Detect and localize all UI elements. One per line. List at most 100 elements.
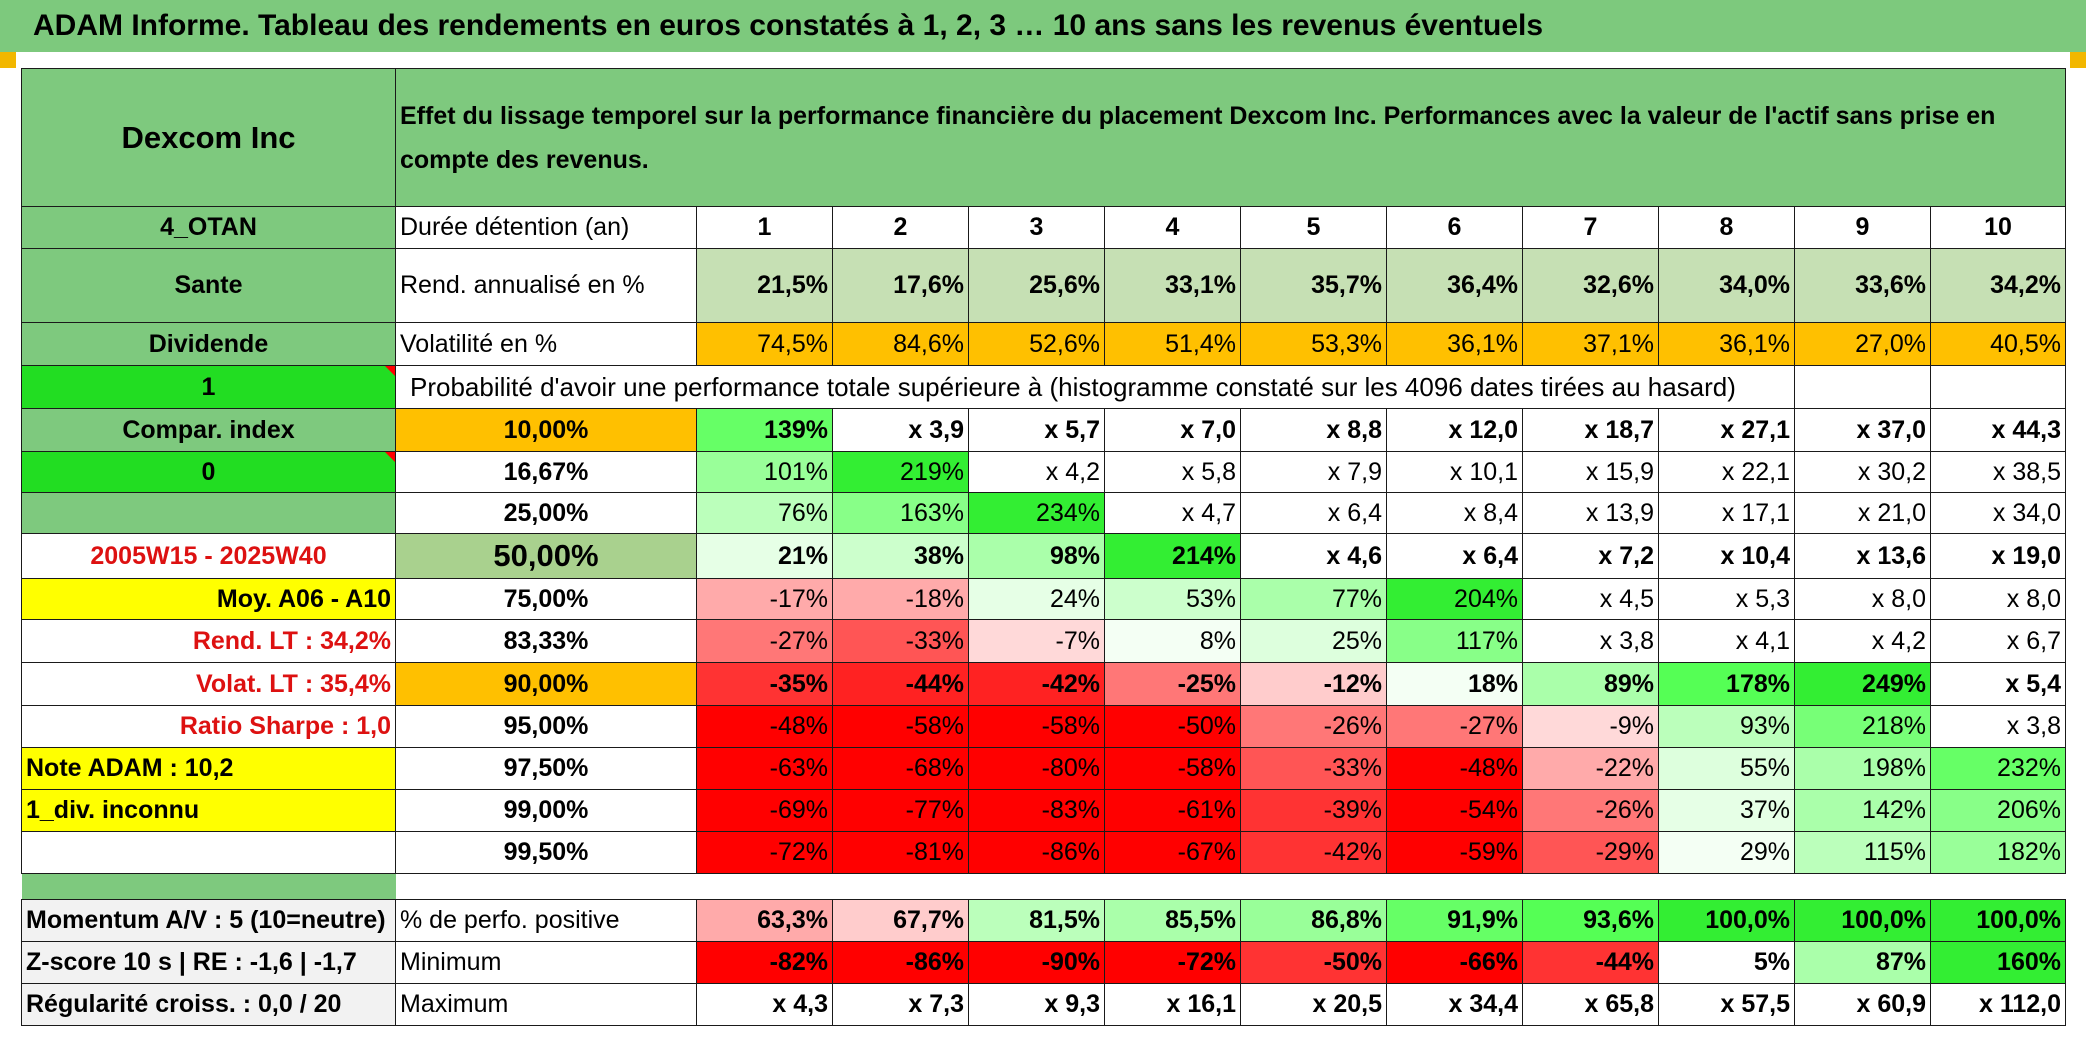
- quantile-value: -54%: [1386, 789, 1523, 832]
- volat-value: 84,6%: [832, 322, 969, 366]
- quantile-level: 75,00%: [395, 578, 697, 620]
- quantile-value: x 8,0: [1930, 578, 2066, 620]
- stat-value: 5%: [1658, 941, 1795, 984]
- stat-value: 93,6%: [1522, 899, 1659, 942]
- quantile-value: 206%: [1930, 789, 2066, 832]
- gap-green-block: [21, 873, 396, 900]
- quantile-value: -18%: [832, 578, 969, 620]
- quantile-value: -80%: [968, 747, 1105, 790]
- quantile-value: x 37,0: [1794, 408, 1931, 452]
- rend-value: 21,5%: [696, 248, 833, 323]
- blank-side: [21, 492, 396, 534]
- header-row: Dexcom Inc Effet du lissage temporel sur…: [21, 68, 2066, 207]
- quantile-value: x 3,8: [1522, 619, 1659, 663]
- quantile-value: 18%: [1386, 662, 1523, 706]
- proba-row: 1 Probabilité d'avoir une performance to…: [21, 365, 2066, 409]
- stat-value: x 16,1: [1104, 983, 1241, 1026]
- positive-row: Momentum A/V : 5 (10=neutre)% de perfo. …: [21, 899, 2066, 942]
- stat-value: -90%: [968, 941, 1105, 984]
- volat-value: 52,6%: [968, 322, 1105, 366]
- rend-row: Sante Rend. annualisé en % 21,5% 17,6% 25,…: [21, 248, 2066, 323]
- quantile-value: x 22,1: [1658, 451, 1795, 493]
- quantile-value: -58%: [1104, 747, 1241, 790]
- years-row: 4_OTAN Durée détention (an) 1 2 3 4 5 6 7 8 9 10: [21, 206, 2066, 249]
- stat-label: Maximum: [395, 983, 697, 1026]
- quantile-level: 99,00%: [395, 789, 697, 832]
- year-header: 5: [1240, 206, 1387, 249]
- stat-value: -72%: [1104, 941, 1241, 984]
- quantile-value: 214%: [1104, 533, 1241, 579]
- quantile-level: 10,00%: [395, 408, 697, 452]
- quantile-value: -50%: [1104, 705, 1241, 748]
- volat-lt: Volat. LT : 35,4%: [21, 662, 396, 706]
- stat-value: 81,5%: [968, 899, 1105, 942]
- corner-marker-left: [0, 52, 16, 68]
- quantile-level: 50,00%: [395, 533, 697, 579]
- quantile-value: 142%: [1794, 789, 1931, 832]
- volat-value: 53,3%: [1240, 322, 1387, 366]
- quantile-value: x 7,2: [1522, 533, 1659, 579]
- quantile-level: 97,50%: [395, 747, 697, 790]
- quantile-row: 1_div. inconnu 99,00% -69% -77% -83% -61% -39%…: [21, 789, 2066, 832]
- quantile-row: Rend. LT : 34,2% 83,33% -27% -33% -7% 8% 25% 11…: [21, 619, 2066, 663]
- volat-value: 36,1%: [1386, 322, 1523, 366]
- quantile-value: x 7,9: [1240, 451, 1387, 493]
- quantile-value: 77%: [1240, 578, 1387, 620]
- quantile-value: -69%: [696, 789, 833, 832]
- stat-value: x 4,3: [696, 983, 833, 1026]
- company-name: Dexcom Inc: [21, 68, 396, 207]
- quantile-row: Note ADAM : 10,2 97,50% -63% -68% -80% -58% -3…: [21, 747, 2066, 790]
- quantile-value: 115%: [1794, 831, 1931, 874]
- quantile-value: x 6,7: [1930, 619, 2066, 663]
- stat-value: 91,9%: [1386, 899, 1523, 942]
- quantile-value: x 19,0: [1930, 533, 2066, 579]
- quantile-value: 101%: [696, 451, 833, 493]
- year-header: 3: [968, 206, 1105, 249]
- quantile-value: -39%: [1240, 789, 1387, 832]
- flag-one: 1: [21, 365, 396, 409]
- year-header: 6: [1386, 206, 1523, 249]
- quantile-level: 95,00%: [395, 705, 697, 748]
- quantile-value: 37%: [1658, 789, 1795, 832]
- quantile-value: x 4,1: [1658, 619, 1795, 663]
- quantile-value: 249%: [1794, 662, 1931, 706]
- fund-code: 4_OTAN: [21, 206, 396, 249]
- quantile-level: 25,00%: [395, 492, 697, 534]
- quantile-value: x 44,3: [1930, 408, 2066, 452]
- page-title: ADAM Informe. Tableau des rendements en …: [33, 9, 1544, 42]
- empty-cell: [1930, 365, 2066, 409]
- label-volat: Volatilité en %: [395, 322, 697, 366]
- stat-value: 100,0%: [1794, 899, 1931, 942]
- flag-zero: 0: [21, 451, 396, 493]
- quantile-value: x 13,9: [1522, 492, 1659, 534]
- moy-label: Moy. A06 - A10: [21, 578, 396, 620]
- quantile-row: Ratio Sharpe : 1,0 95,00% -48% -58% -58% -50%…: [21, 705, 2066, 748]
- volat-value: 51,4%: [1104, 322, 1241, 366]
- quantile-value: x 8,8: [1240, 408, 1387, 452]
- volat-value: 37,1%: [1522, 322, 1659, 366]
- quantile-value: x 18,7: [1522, 408, 1659, 452]
- quantile-value: -27%: [1386, 705, 1523, 748]
- quantile-value: -35%: [696, 662, 833, 706]
- quantile-value: x 13,6: [1794, 533, 1931, 579]
- quantile-value: 21%: [696, 533, 833, 579]
- stat-value: -86%: [832, 941, 969, 984]
- quantile-value: -83%: [968, 789, 1105, 832]
- dividend-label: Dividende: [21, 322, 396, 366]
- quantile-value: 198%: [1794, 747, 1931, 790]
- quantile-value: x 4,2: [1794, 619, 1931, 663]
- quantile-value: -42%: [968, 662, 1105, 706]
- stat-label: Minimum: [395, 941, 697, 984]
- year-header: 7: [1522, 206, 1659, 249]
- quantile-value: x 38,5: [1930, 451, 2066, 493]
- quantile-value: x 5,3: [1658, 578, 1795, 620]
- quantile-value: 117%: [1386, 619, 1523, 663]
- quantile-value: -44%: [832, 662, 969, 706]
- quantile-value: 234%: [968, 492, 1105, 534]
- quantile-value: x 4,2: [968, 451, 1105, 493]
- quantile-row: Moy. A06 - A10 75,00% -17% -18% 24% 53% 77% 204…: [21, 578, 2066, 620]
- rend-value: 33,6%: [1794, 248, 1931, 323]
- quantile-value: -58%: [968, 705, 1105, 748]
- quantile-value: -77%: [832, 789, 969, 832]
- quantile-value: 29%: [1658, 831, 1795, 874]
